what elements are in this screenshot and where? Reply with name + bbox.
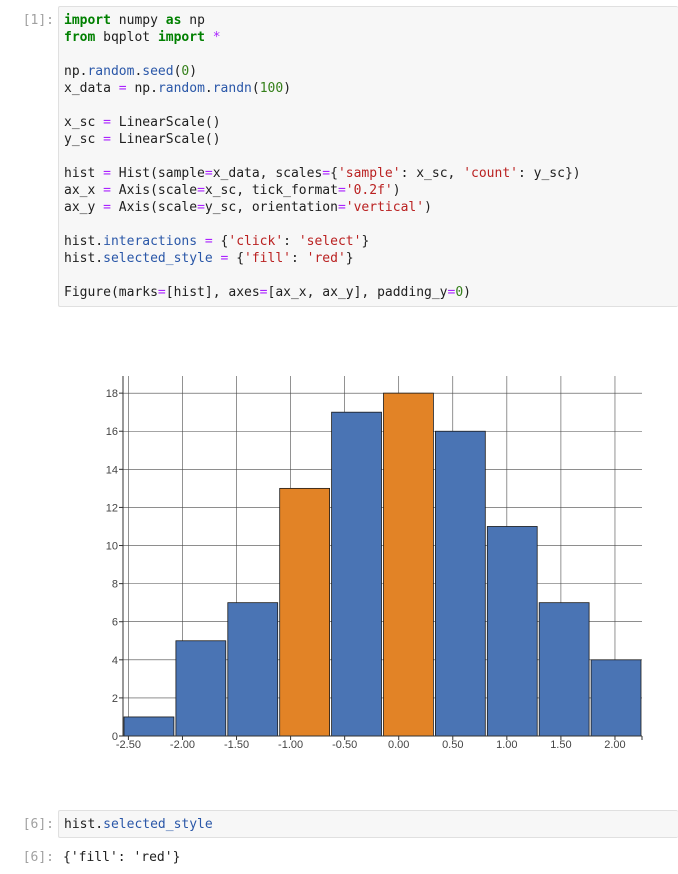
x-tick-label: -2.00 (170, 739, 195, 751)
cell-2-prompt: [6]: (22, 817, 54, 832)
x-tick-label: -2.50 (116, 739, 141, 751)
output-text: {'fill': 'red'} (63, 850, 181, 865)
x-tick-label: 1.00 (496, 739, 517, 751)
y-tick-label: 2 (112, 693, 118, 705)
cell-2-code-editor[interactable]: hist.selected_style (58, 810, 678, 838)
cell-1-prompt: [1]: (22, 13, 54, 28)
y-tick-label: 8 (112, 579, 118, 591)
y-tick-label: 10 (106, 541, 118, 553)
y-tick-label: 16 (106, 426, 118, 438)
histogram-bar[interactable] (434, 430, 486, 737)
histogram-bar[interactable] (590, 659, 642, 737)
y-tick-label: 6 (112, 617, 118, 629)
axes: -2.50 -2.00 -1.50 -1.00 -0.50 0.00 0.50 1.00 1.5… (106, 376, 643, 751)
x-tick-label: -0.50 (332, 739, 357, 751)
x-tick-label: -1.50 (224, 739, 249, 751)
x-tick-label: 1.50 (550, 739, 571, 751)
histogram-bar[interactable] (331, 411, 382, 737)
x-tick-label: -1.00 (278, 739, 303, 751)
histogram-bar[interactable] (175, 640, 227, 737)
cell-1-code[interactable]: import numpy as np from bqplot import * … (64, 13, 581, 300)
x-tick-label: 0.50 (442, 739, 463, 751)
histogram-bar[interactable] (123, 716, 175, 737)
cell-2-code[interactable]: hist.selected_style (64, 817, 213, 832)
histogram-bars (123, 392, 642, 737)
y-tick-label: 18 (106, 388, 118, 400)
y-tick-label: 4 (112, 655, 118, 667)
histogram-bar[interactable] (486, 526, 538, 737)
histogram-bar[interactable] (227, 602, 279, 737)
x-tick-label: 0.00 (388, 739, 409, 751)
x-tick-label: 2.00 (604, 739, 625, 751)
histogram-bar[interactable] (538, 602, 590, 737)
histogram-bar-selected[interactable] (383, 392, 434, 737)
output-prompt: [6]: (22, 850, 54, 865)
histogram-bar-selected[interactable] (279, 487, 331, 737)
y-tick-label: 0 (112, 731, 118, 743)
y-tick-label: 14 (106, 464, 118, 476)
histogram-figure: -2.50 -2.00 -1.50 -1.00 -0.50 0.00 0.50 1.00 1.5… (106, 376, 643, 751)
cell-1-code-editor[interactable]: import numpy as np from bqplot import * … (58, 6, 678, 307)
y-tick-label: 12 (106, 502, 118, 514)
